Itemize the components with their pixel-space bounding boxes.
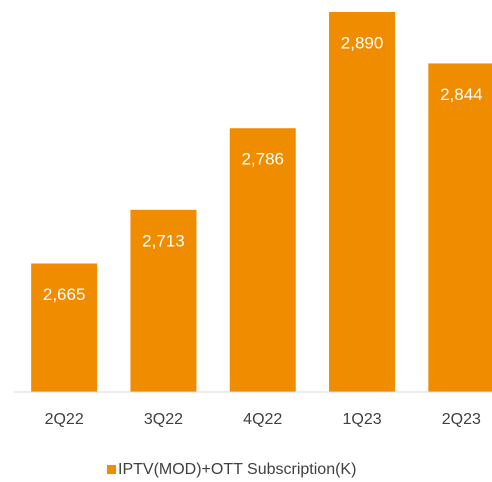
x-tick-label: 1Q23 [342, 411, 381, 428]
value-label: 2,844 [440, 85, 483, 104]
bar [31, 263, 98, 392]
x-tick-label: 2Q22 [45, 411, 84, 428]
legend-swatch [107, 465, 116, 474]
bar [229, 128, 296, 392]
legend-label: IPTV(MOD)+OTT Subscription(K) [118, 461, 356, 478]
bar [428, 63, 492, 392]
value-label: 2,713 [142, 231, 185, 250]
x-tick-label: 3Q22 [144, 411, 183, 428]
x-tick-label: 2Q23 [442, 411, 481, 428]
value-label: 2,786 [241, 150, 284, 169]
x-tick-label: 4Q22 [243, 411, 282, 428]
bar [130, 209, 197, 392]
value-label: 2,890 [341, 33, 384, 52]
bar [329, 12, 396, 392]
value-label: 2,665 [43, 285, 86, 304]
